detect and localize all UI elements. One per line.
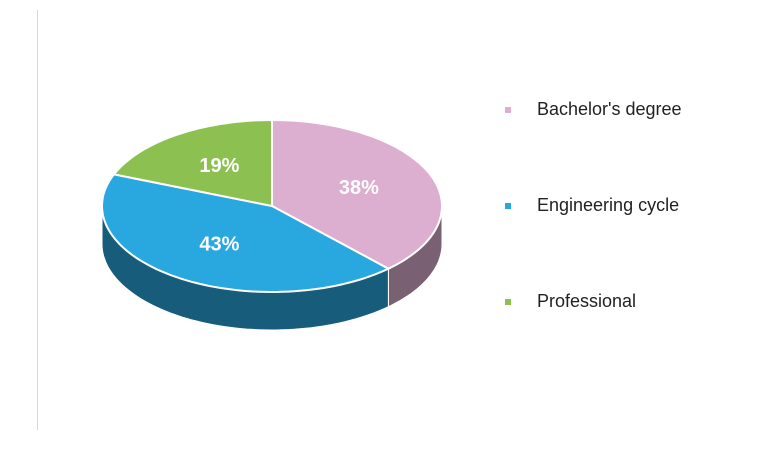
- legend-marker: [505, 107, 511, 113]
- slice: [112, 118, 273, 208]
- legend-label: Professional: [537, 291, 636, 311]
- data-label: 43%: [199, 233, 239, 255]
- slice: [100, 173, 391, 293]
- data-label: 38%: [339, 177, 379, 199]
- legend-marker: [505, 299, 511, 305]
- legend-marker: [505, 203, 511, 209]
- slice: [271, 118, 443, 270]
- data-label: 19%: [199, 155, 239, 177]
- legend-label: Bachelor's degree: [537, 99, 682, 119]
- legend-label: Engineering cycle: [537, 195, 679, 215]
